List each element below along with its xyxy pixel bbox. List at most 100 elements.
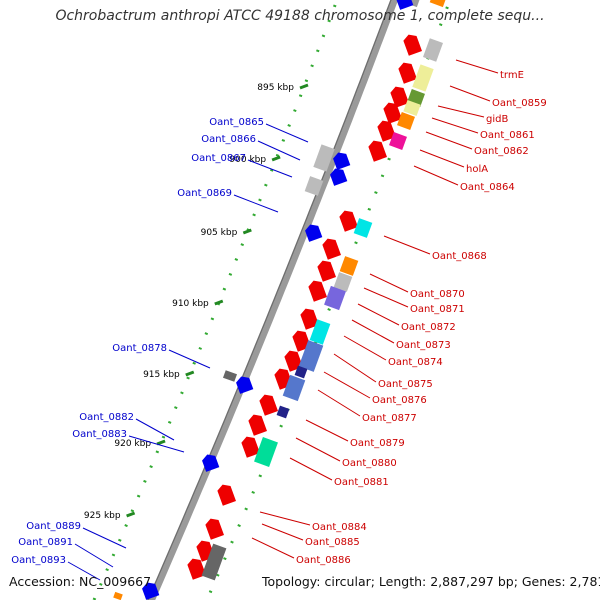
reverse-gene (248, 414, 267, 436)
map-title: Ochrobactrum anthropi ATCC 49188 chromos… (55, 8, 545, 24)
forward-gene-shape (396, 0, 414, 10)
tick-mark (299, 83, 309, 90)
label-leader (383, 235, 431, 255)
feature-box-shape (412, 64, 434, 92)
label-leader (259, 511, 311, 526)
reverse-gene-label: Oant_0875 (378, 379, 433, 390)
feature-box-shape (222, 370, 238, 382)
label-leader (369, 273, 409, 293)
feature-box-shape (313, 144, 335, 172)
reverse-gene-label: holA (466, 164, 488, 175)
reverse-gene-label: Oant_0862 (474, 146, 529, 157)
tick-mark (156, 439, 166, 446)
forward-gene-label: Oant_0891 (18, 537, 73, 548)
feature-box-shape (201, 543, 227, 581)
feature-box-shape (429, 0, 447, 8)
forward-gene-shape (333, 152, 351, 170)
reverse-gene-label: Oant_0886 (296, 555, 351, 566)
tick-label: 925 kbp (84, 511, 121, 521)
reverse-gene (300, 308, 319, 330)
feature-box (222, 370, 238, 382)
feature-box-shape (113, 591, 123, 600)
label-leader (257, 140, 301, 161)
label-leader (233, 194, 279, 213)
reverse-gene (187, 558, 206, 580)
reverse-gene-shape (398, 62, 417, 84)
reverse-gene (308, 280, 327, 302)
forward-gene (236, 376, 254, 394)
forward-gene-label: Oant_0869 (177, 188, 232, 199)
feature-box (412, 64, 434, 92)
label-leader (449, 85, 491, 102)
feature-box-shape (282, 374, 306, 402)
reverse-gene (377, 120, 396, 142)
forward-gene-label: Oant_0878 (112, 343, 167, 354)
label-leader (295, 437, 341, 462)
forward-gene-shape (330, 168, 348, 186)
feature-box-shape (333, 272, 353, 292)
reverse-gene-label: Oant_0864 (460, 182, 515, 193)
reverse-gene-shape (368, 140, 387, 162)
feature-box (324, 285, 346, 311)
feature-box-shape (353, 218, 373, 238)
feature-box-shape (397, 112, 415, 130)
feature-box-shape (294, 365, 308, 379)
forward-gene (202, 454, 220, 472)
accession-text: Accession: NC_009667 (9, 574, 152, 589)
label-leader (305, 419, 349, 442)
feature-box-shape (309, 319, 331, 345)
reverse-gene (259, 394, 278, 416)
tick-mark (271, 155, 281, 162)
reverse-gene-label: Oant_0877 (362, 413, 417, 424)
feature-box-shape (339, 256, 359, 276)
label-leader (431, 117, 479, 134)
outer-tick-track (92, 0, 339, 600)
feature-box (304, 176, 324, 196)
reverse-gene-shape (339, 210, 358, 232)
reverse-gene (390, 86, 409, 108)
feature-box-shape (389, 132, 407, 150)
label-leader (351, 319, 395, 344)
label-leader (128, 435, 185, 453)
reverse-gene-shape (383, 102, 402, 124)
reverse-gene (205, 518, 224, 540)
genome-backbone (148, 0, 399, 600)
label-leader (333, 353, 377, 383)
label-leader (168, 349, 211, 369)
reverse-gene-shape (403, 34, 422, 56)
feature-box (397, 112, 415, 130)
reverse-gene-label: Oant_0870 (410, 289, 465, 300)
label-leader (265, 123, 309, 143)
reverse-gene-shape (322, 238, 341, 260)
feature-box (429, 0, 447, 8)
feature-box (276, 405, 290, 419)
reverse-gene-label: Oant_0884 (312, 522, 367, 533)
label-leader (74, 543, 114, 568)
reverse-gene (398, 62, 417, 84)
tick-label: 900 kbp (229, 155, 266, 165)
forward-gene-shape (202, 454, 220, 472)
label-leader (289, 457, 333, 481)
reverse-gene-label: Oant_0880 (342, 458, 397, 469)
label-leader (261, 523, 304, 541)
feature-box-shape (423, 38, 443, 62)
reverse-gene-shape (308, 280, 327, 302)
forward-gene-label: Oant_0893 (11, 555, 66, 566)
feature-box (113, 591, 123, 600)
label-leader (82, 527, 127, 549)
forward-gene-shape (236, 376, 254, 394)
forward-gene-label: Oant_0867 (191, 153, 246, 164)
forward-gene (333, 152, 351, 170)
forward-gene-shape (142, 582, 160, 600)
reverse-gene (322, 238, 341, 260)
reverse-gene (339, 210, 358, 232)
reverse-gene (383, 102, 402, 124)
forward-gene (396, 0, 414, 10)
label-leader (437, 105, 485, 118)
reverse-gene-label: Oant_0876 (372, 395, 427, 406)
reverse-gene (368, 140, 387, 162)
feature-box-shape (304, 176, 324, 196)
feature-box (254, 437, 278, 467)
label-leader (425, 131, 473, 150)
